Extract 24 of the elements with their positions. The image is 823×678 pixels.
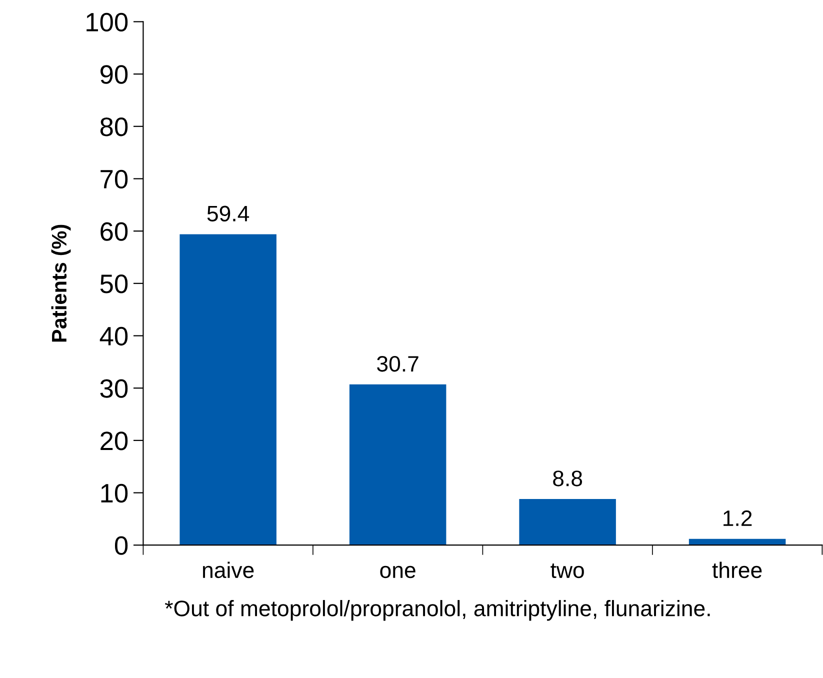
y-tick-label: 60: [100, 222, 128, 241]
y-tick-label: 80: [100, 118, 128, 136]
data-label: 30.7: [377, 356, 418, 372]
y-tick-label: 90: [100, 65, 128, 84]
y-tick-label: 30: [100, 379, 128, 398]
y-axis-title: Patients (%): [51, 224, 71, 342]
data-label: 59.4: [207, 206, 250, 222]
bar: [519, 499, 616, 546]
text: *Out of metoprolol/propranolol, amitriptyline, flunarizine.: [164, 600, 710, 621]
bar: [180, 234, 276, 546]
bar: [349, 384, 446, 546]
data-label: 8.8: [553, 470, 582, 486]
y-tick-label: 70: [100, 170, 128, 189]
x-tick-label: one: [380, 566, 416, 578]
y-tick-label: 0: [114, 536, 128, 555]
y-tick-label: 20: [100, 432, 128, 450]
y-tick-label: 50: [100, 274, 128, 294]
x-tick-label: three: [712, 562, 762, 578]
x-tick-label: two: [550, 564, 584, 578]
y-tick-label: 40: [100, 326, 128, 346]
x-tick-label: naive: [202, 562, 254, 578]
data-label: 1.2: [724, 510, 752, 526]
y-tick-label: 100: [86, 12, 128, 32]
y-tick-label: 10: [101, 484, 128, 503]
